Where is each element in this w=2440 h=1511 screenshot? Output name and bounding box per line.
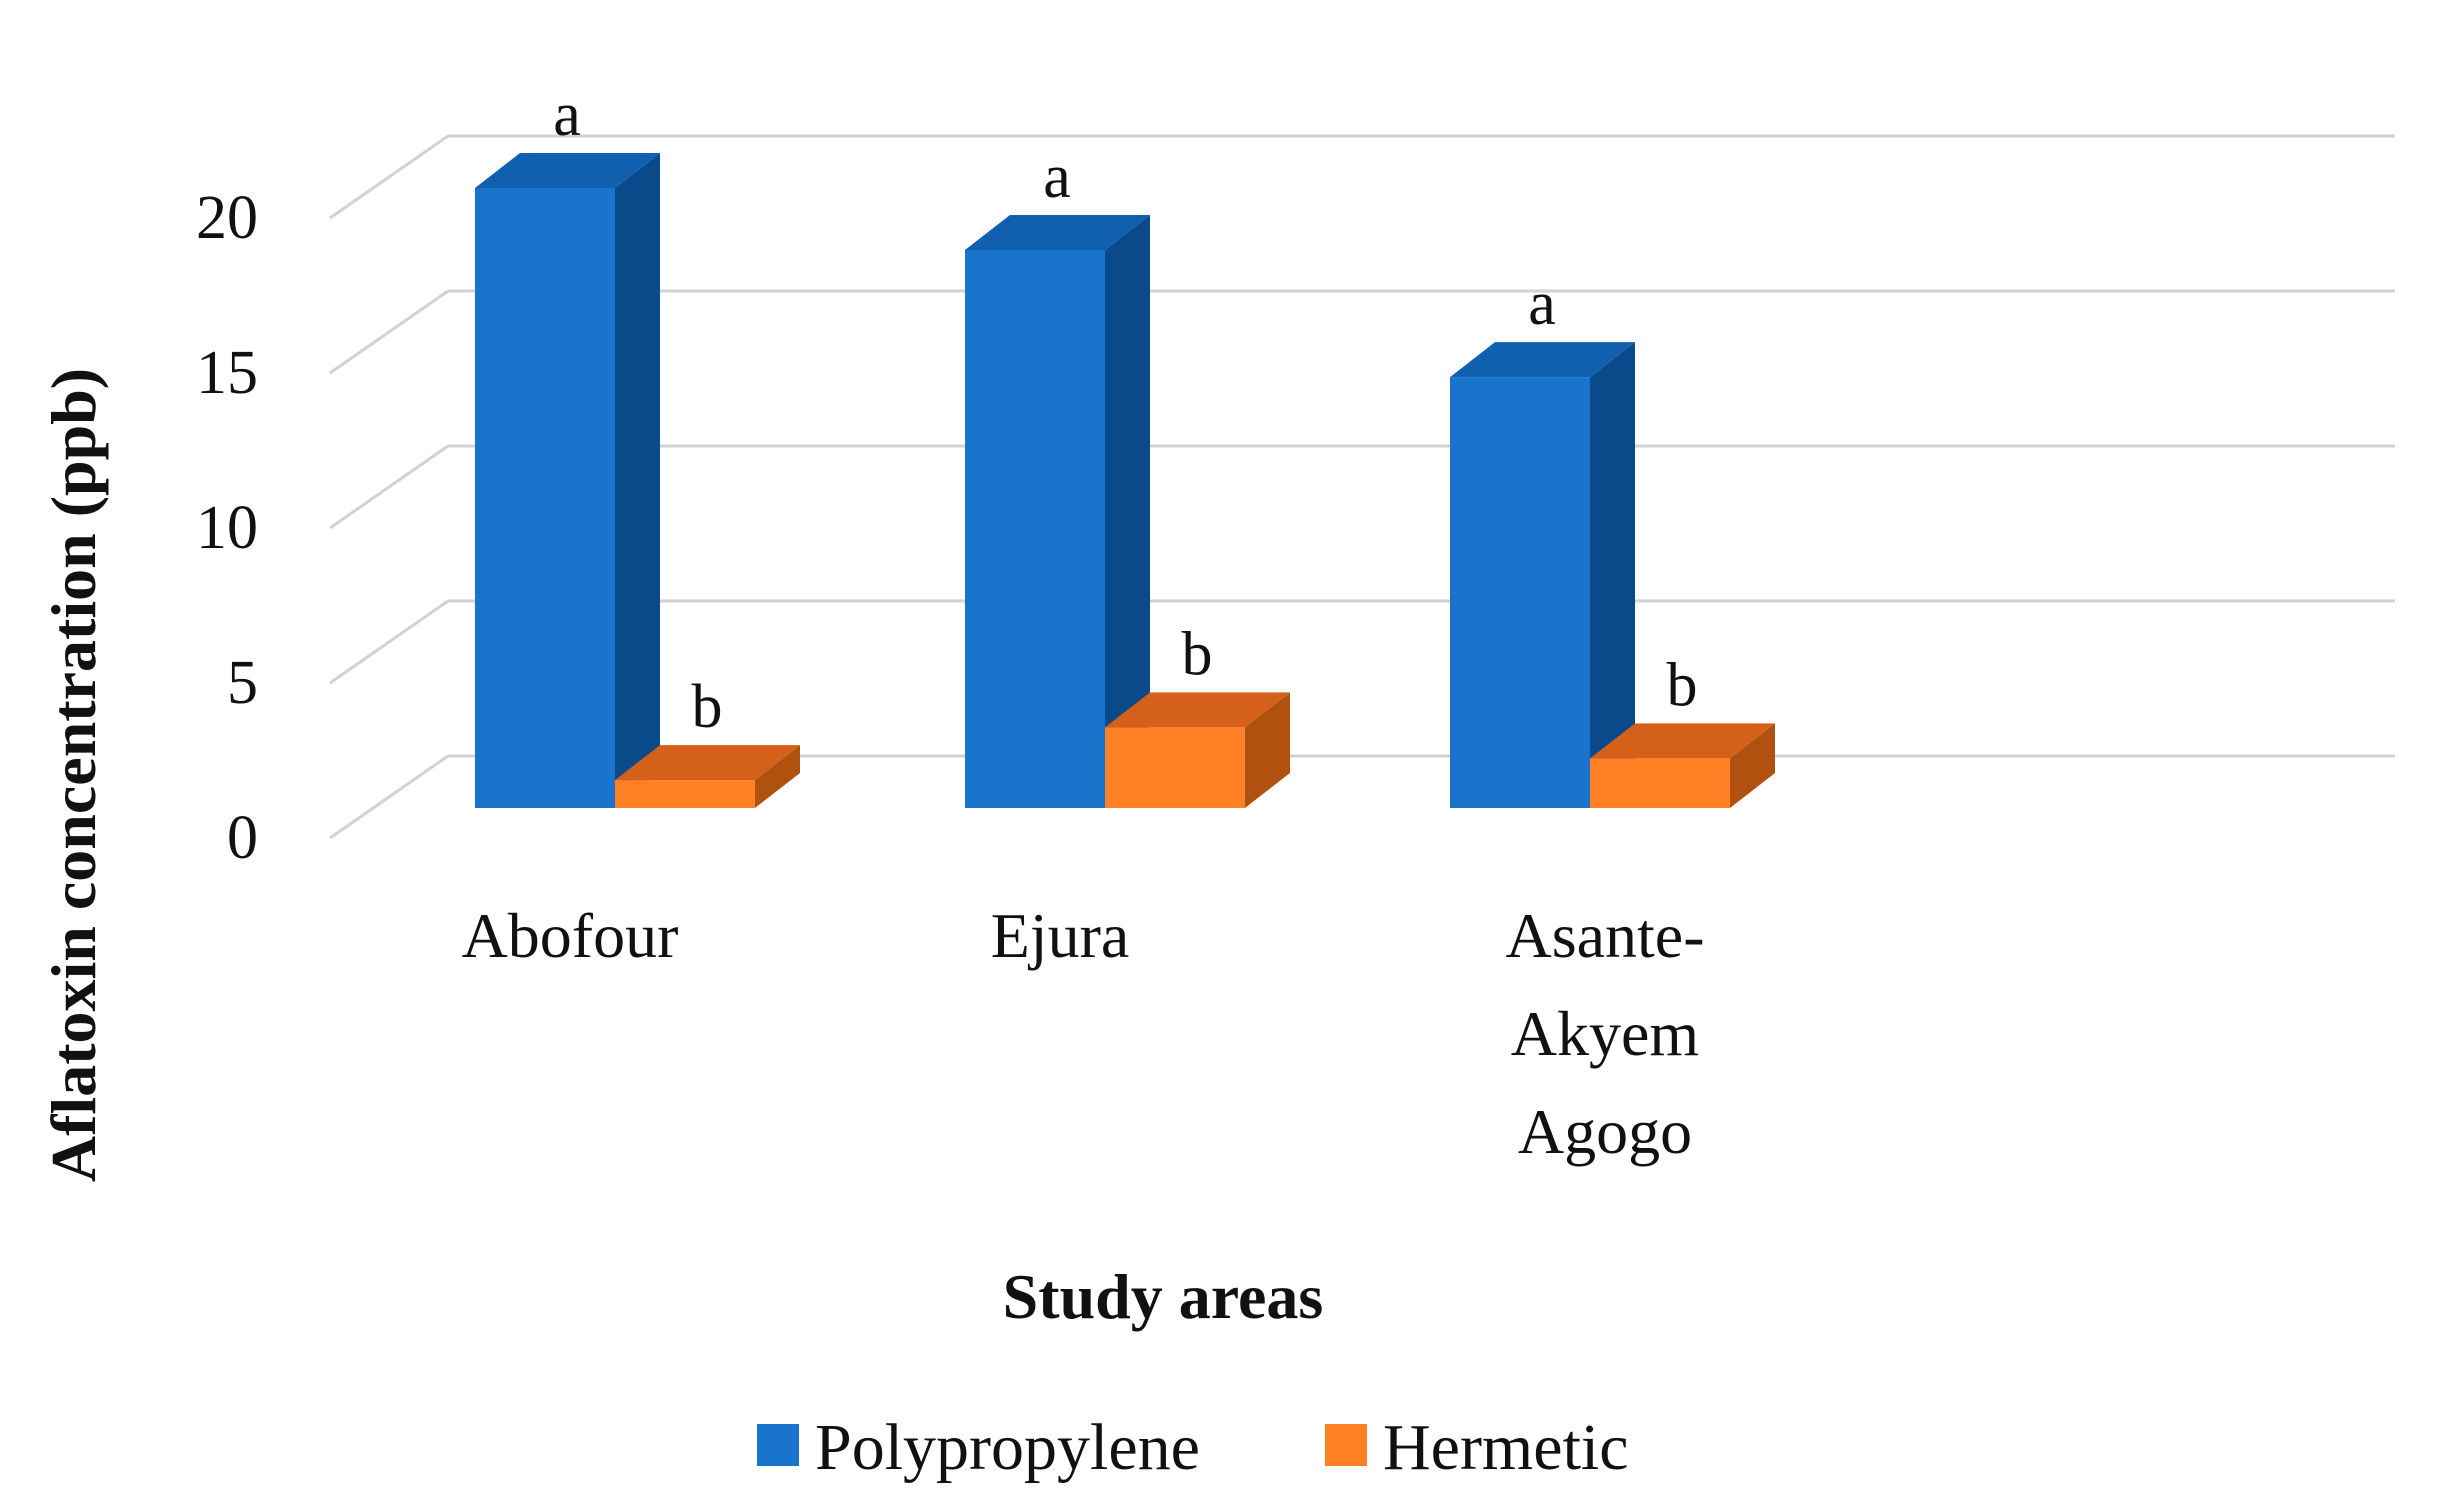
y-tick-label: 10 — [196, 494, 258, 562]
x-axis-label: Study areas — [1003, 1261, 1324, 1332]
gridline-diagonal — [329, 289, 449, 375]
bar-polypropylene-0 — [475, 153, 660, 808]
bar-side — [1245, 692, 1290, 808]
gridline-diagonal — [329, 754, 449, 840]
y-tick-label: 15 — [196, 339, 258, 407]
bar-front — [475, 188, 615, 808]
bar-significance-label: b — [1667, 651, 1698, 719]
y-tick-label: 0 — [227, 804, 258, 872]
bars — [475, 153, 1775, 808]
bar-top — [1450, 342, 1635, 378]
bar-side — [1730, 723, 1775, 808]
bar-polypropylene-2 — [1450, 342, 1635, 808]
x-tick-label: Ejura — [991, 900, 1130, 971]
bar-significance-label: a — [1043, 143, 1071, 211]
bar-polypropylene-1 — [965, 215, 1150, 808]
bar-front — [1590, 758, 1730, 808]
bar-side — [1105, 215, 1150, 808]
bar-top — [1105, 692, 1290, 728]
y-axis-ticks: 0 5 10 15 20 — [196, 184, 258, 872]
x-tick-label: Asante- — [1505, 900, 1704, 971]
bar-hermetic-2 — [1590, 723, 1775, 808]
bar-front — [1105, 727, 1245, 808]
bar-top — [615, 745, 800, 781]
x-tick-label: Abofour — [462, 900, 679, 971]
x-tick-label: Akyem — [1511, 998, 1699, 1069]
x-axis-ticks: Abofour Ejura Asante- Akyem Agogo — [462, 900, 1705, 1167]
bar-top — [475, 153, 660, 188]
bar-significance-label: b — [1182, 620, 1213, 688]
bar-top — [965, 215, 1150, 250]
gridline-diagonal — [329, 444, 449, 530]
gridline-diagonal — [329, 134, 449, 220]
bar-front — [965, 250, 1105, 808]
bar-significance-label: a — [1528, 270, 1556, 338]
y-tick-label: 20 — [196, 184, 258, 252]
bar-labels: a a a b b b — [553, 81, 1697, 741]
bar-front — [1450, 377, 1590, 808]
legend-swatch-polypropylene — [757, 1424, 799, 1466]
bar-significance-label: b — [692, 673, 723, 741]
legend-swatch-hermetic — [1325, 1424, 1367, 1466]
y-axis-label: Aflatoxin concentration (ppb) — [38, 368, 109, 1182]
y-tick-label: 5 — [227, 649, 258, 717]
bar-top — [1590, 723, 1775, 759]
legend: Polypropylene Hermetic — [757, 1411, 1629, 1484]
bar-side — [755, 745, 800, 808]
bar-significance-label: a — [553, 81, 581, 149]
bar-side — [615, 153, 660, 808]
x-tick-label: Agogo — [1518, 1096, 1692, 1167]
gridline-diagonal — [329, 599, 449, 685]
legend-label-hermetic: Hermetic — [1383, 1411, 1629, 1484]
bar-side — [1590, 342, 1635, 808]
bar-hermetic-0 — [615, 745, 800, 808]
legend-label-polypropylene: Polypropylene — [815, 1411, 1200, 1484]
bar-hermetic-1 — [1105, 692, 1290, 808]
bar-front — [615, 780, 755, 808]
